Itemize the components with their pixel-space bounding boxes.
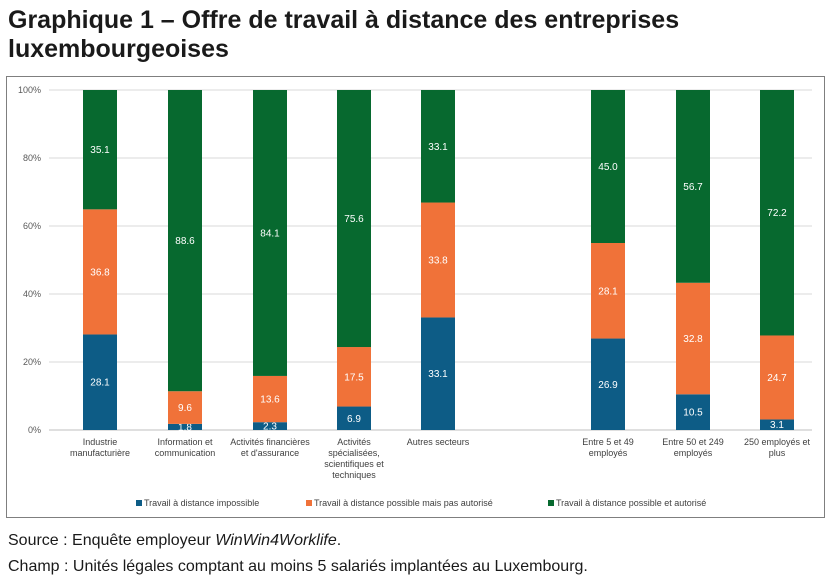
category-label: manufacturière (70, 448, 130, 458)
data-label: 75.6 (344, 214, 364, 225)
y-tick-label: 20% (23, 357, 41, 367)
data-label: 10.5 (683, 408, 703, 419)
data-label: 32.8 (683, 334, 703, 345)
bar-segment (83, 334, 117, 430)
category-label: employés (589, 448, 628, 458)
data-label: 26.9 (598, 380, 618, 391)
source-name: WinWin4Worklife (215, 532, 337, 549)
source-prefix: Source : Enquête employeur (8, 532, 216, 549)
bar-segment (168, 391, 202, 424)
data-label: 6.9 (347, 414, 361, 425)
bar-segment (760, 335, 794, 420)
data-label: 28.1 (90, 378, 110, 389)
y-tick-label: 0% (28, 425, 41, 435)
scope-note: Champ : Unités légales comptant au moins… (8, 558, 588, 575)
legend-label: Travail à distance impossible (144, 498, 259, 508)
category-label: plus (769, 448, 786, 458)
data-label: 33.8 (428, 256, 448, 267)
category-label: communication (155, 448, 216, 458)
legend-label: Travail à distance possible mais pas aut… (314, 498, 493, 508)
data-label: 2.3 (263, 422, 277, 433)
bar-segment (83, 209, 117, 335)
category-label: 250 employés et (744, 437, 811, 447)
data-label: 9.6 (178, 403, 192, 414)
bar-segment (83, 90, 117, 210)
data-label: 17.5 (344, 372, 364, 383)
category-label: scientifiques et (324, 459, 384, 469)
data-label: 84.1 (260, 228, 280, 239)
data-label: 88.6 (175, 236, 195, 247)
category-label: Activités (337, 437, 371, 447)
data-label: 13.6 (260, 395, 280, 406)
bar-segment (421, 202, 455, 318)
source-note: Source : Enquête employeur WinWin4Workli… (8, 532, 341, 550)
bar-segment (760, 419, 794, 430)
legend-swatch (548, 500, 554, 506)
category-label: et d'assurance (241, 448, 299, 458)
y-tick-label: 40% (23, 289, 41, 299)
data-label: 33.1 (428, 142, 448, 153)
source-suffix: . (336, 532, 342, 549)
category-label: Information et (157, 437, 213, 447)
bar-segment (591, 90, 625, 243)
bar-segment (168, 90, 202, 392)
bar-segment (253, 90, 287, 376)
chart-title: Graphique 1 – Offre de travail à distanc… (8, 6, 680, 63)
legend-swatch (136, 500, 142, 506)
category-label: employés (674, 448, 713, 458)
bar-segment (676, 90, 710, 283)
category-label: spécialisées, (328, 448, 380, 458)
category-label: techniques (332, 470, 376, 480)
y-tick-label: 100% (18, 85, 41, 95)
bar-segment (421, 317, 455, 430)
data-label: 72.2 (767, 208, 787, 219)
bar-segment (676, 282, 710, 395)
data-label: 35.1 (90, 145, 110, 156)
chart-frame: 0% 20% 40% 60% 80% 100% 28.1 36.8 35.1 Industrie m… (6, 76, 825, 518)
data-label: 3.1 (770, 420, 784, 431)
category-label: Industrie (83, 437, 118, 447)
bar-segment (337, 347, 371, 407)
data-label: 33.1 (428, 369, 448, 380)
data-label: 24.7 (767, 373, 787, 384)
category-label: Entre 50 et 249 (662, 437, 724, 447)
category-label: Entre 5 et 49 (582, 437, 634, 447)
legend-swatch (306, 500, 312, 506)
data-label: 45.0 (598, 162, 618, 173)
bar-segment (337, 90, 371, 348)
bar-segment (168, 423, 202, 430)
data-label: 28.1 (598, 286, 618, 297)
stacked-bar-chart: 0% 20% 40% 60% 80% 100% 28.1 36.8 35.1 Industriem… (18, 85, 812, 508)
category-label: Activités financières (230, 437, 310, 447)
y-tick-label: 80% (23, 153, 41, 163)
bar-segment (253, 375, 287, 423)
data-label: 36.8 (90, 267, 110, 278)
category-label: Autres secteurs (407, 437, 470, 447)
y-tick-label: 60% (23, 221, 41, 231)
bar-segment (591, 243, 625, 339)
bar-segment (253, 422, 287, 430)
bar-segment (421, 90, 455, 203)
data-label: 1.8 (178, 422, 192, 433)
bar-segment (676, 394, 710, 430)
bar-segment (591, 338, 625, 430)
bar-segment (760, 90, 794, 336)
bar-segment (337, 406, 371, 430)
legend-label: Travail à distance possible et autorisé (556, 498, 706, 508)
data-label: 56.7 (683, 182, 703, 193)
